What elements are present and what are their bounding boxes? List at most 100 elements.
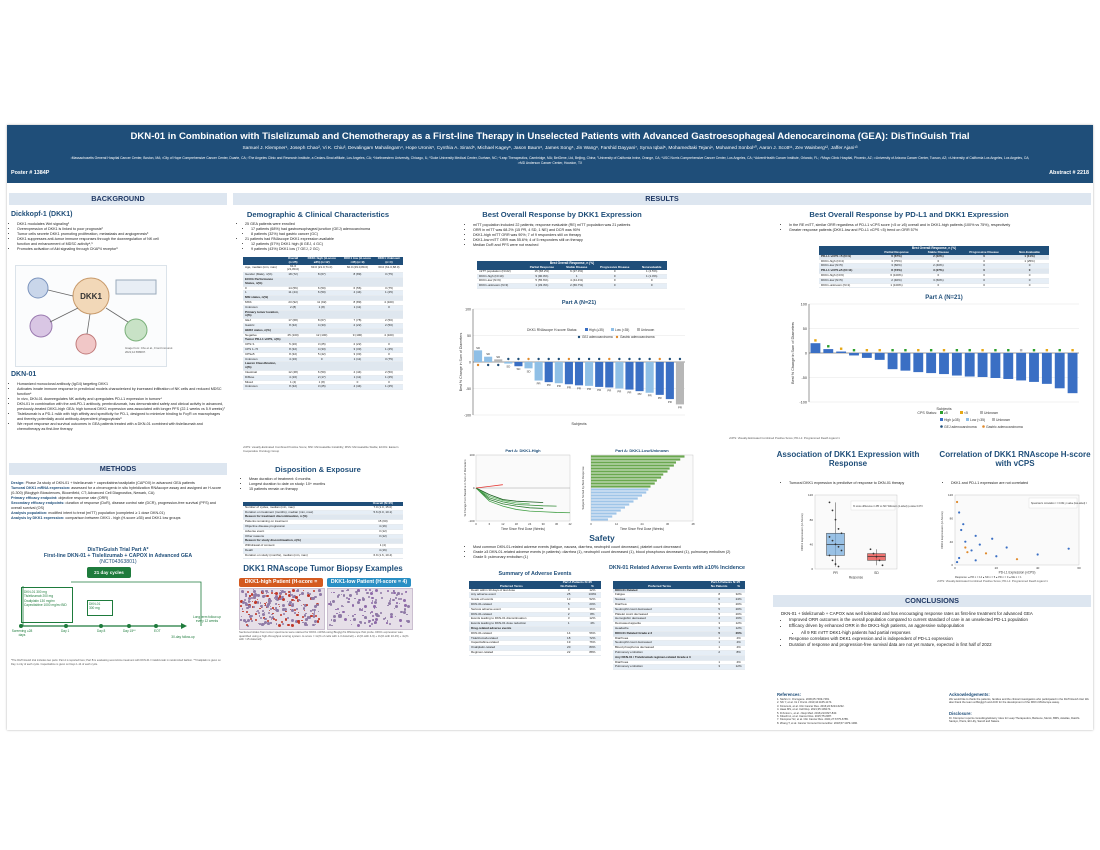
table-cell: 3 (75%) bbox=[874, 259, 919, 265]
x-axis-label: Response bbox=[849, 576, 864, 580]
table-cell: 4% bbox=[583, 621, 601, 627]
waterfall-bar bbox=[665, 362, 674, 400]
cps-marker bbox=[865, 349, 869, 352]
table-cell: Intestinal bbox=[243, 370, 283, 376]
ihc-stain-dot bbox=[352, 615, 355, 617]
ihc-stain-dot bbox=[271, 618, 273, 620]
x-tick-label: 40 bbox=[1036, 566, 1040, 570]
association-bullet: Tumoral DKK1 expression is predictive of… bbox=[789, 481, 933, 486]
swimmer-bar bbox=[591, 512, 617, 515]
ihc-stain-dot bbox=[298, 619, 300, 621]
table-header-cell bbox=[243, 502, 363, 506]
methods-label: Analysis population: bbox=[11, 511, 48, 515]
table-row: Nausea 6 24% bbox=[613, 597, 745, 603]
dkk1-low-tag: DKK1-low Patient (H-score = 4) bbox=[327, 578, 411, 587]
cps-marker bbox=[994, 349, 997, 352]
ihc-stain-dot bbox=[339, 612, 341, 614]
poster: DKN-01 in Combination with Tislelizumab … bbox=[7, 125, 1093, 730]
table-cell: 0 bbox=[593, 279, 637, 285]
table-cell: Primary tumor location, n(%) bbox=[243, 310, 283, 320]
scatter-point bbox=[974, 559, 977, 562]
ihc-stain-dot bbox=[354, 597, 356, 599]
ihc-stain-dot bbox=[244, 599, 247, 602]
ihc-stain-dot bbox=[265, 601, 267, 603]
table-cell bbox=[583, 626, 601, 632]
ihc-stain-dot bbox=[289, 591, 291, 593]
table-cell: DKK1-unknown (N=1) bbox=[819, 283, 875, 289]
response-legend: Response: ● PR n = 14 ● SD n = 5 ● PD n … bbox=[955, 575, 1022, 579]
swimmer-bar bbox=[591, 464, 674, 467]
box-point bbox=[840, 549, 843, 552]
waterfall-bar bbox=[494, 359, 503, 362]
table-cell: 32% bbox=[732, 593, 745, 599]
ihc-stain-dot bbox=[355, 591, 358, 594]
table-cell: Platelet count decreased bbox=[613, 612, 707, 618]
legend-marker bbox=[577, 335, 581, 339]
table-row: MSI status, n(%) bbox=[243, 295, 403, 301]
table-cell: 5 (42) bbox=[303, 352, 341, 358]
table-cell: 1 bbox=[243, 291, 283, 297]
ihc-stain-dot bbox=[401, 592, 404, 595]
box-point bbox=[881, 564, 884, 567]
ihc-stain-dot bbox=[268, 615, 272, 619]
waterfall-bar bbox=[574, 362, 584, 386]
ihc-stain-dot bbox=[254, 612, 257, 615]
ihc-stain-dot bbox=[240, 605, 242, 607]
demographics-heading: Demographic & Clinical Characteristics bbox=[246, 210, 390, 219]
spider-series-line bbox=[475, 484, 503, 489]
ae-summary-table: Part A Patients N=25 Preferred Terms No Pa… bbox=[469, 580, 601, 656]
scatter-point bbox=[984, 552, 988, 555]
legend-label: Gastric adenocarcinoma bbox=[620, 335, 655, 339]
table-header-cell: Progressive Disease bbox=[593, 265, 637, 270]
references-heading: References: bbox=[777, 692, 801, 697]
table-row: Diarrhoea 1 4% bbox=[613, 660, 745, 666]
table-cell: 8 (32) bbox=[282, 347, 304, 353]
ihc-stain-dot bbox=[307, 616, 312, 620]
swimmer-bar bbox=[591, 494, 642, 497]
box-point bbox=[837, 565, 840, 568]
ihc-stain-dot bbox=[394, 607, 396, 609]
ihc-stain-dot bbox=[252, 606, 255, 609]
ihc-stain-dot bbox=[289, 594, 292, 596]
cps-marker bbox=[1032, 349, 1036, 352]
dkn01-bullets: Humanized monoclonal antibody (IgG4) tar… bbox=[11, 382, 225, 432]
table-cell: CPS≥5 bbox=[243, 352, 283, 358]
table-cell: 72% bbox=[583, 636, 601, 642]
ihc-stain-dot bbox=[303, 609, 306, 611]
table-row: mITT population (N=22) 15 (68.2%) 6 (27.3%… bbox=[477, 269, 667, 275]
bar-response-label: PR bbox=[567, 385, 571, 389]
table-cell: 1 (25) bbox=[374, 375, 403, 381]
table-cell: 0 bbox=[958, 264, 1011, 270]
ihc-stain-dot bbox=[264, 622, 267, 624]
table-cell: 5 bbox=[706, 612, 733, 618]
table-row: HER2 status, n(%) bbox=[243, 328, 403, 334]
timeline-labels: Screening ≤28 days Day 1 Day 8 Day 15** … bbox=[11, 615, 225, 655]
table-cell: 1 (4) bbox=[362, 543, 403, 549]
table-row: Decreased appetite 3 12% bbox=[613, 621, 745, 627]
waterfall-bar bbox=[1029, 353, 1039, 382]
table-cell: 19 bbox=[553, 641, 584, 647]
table-cell: Blood phosphorus decreased bbox=[613, 645, 707, 651]
table-cell: 0 bbox=[340, 380, 375, 386]
table-cell: 16% bbox=[732, 617, 745, 623]
table-cell: 0 bbox=[1010, 264, 1049, 270]
ihc-stain-dot bbox=[289, 608, 292, 611]
ihc-stain-dot bbox=[398, 603, 401, 605]
legend-swatch bbox=[966, 418, 969, 421]
table-header-cell bbox=[819, 251, 875, 255]
table-cell: 8 (32) bbox=[282, 384, 304, 391]
ihc-stain-dot bbox=[281, 621, 284, 624]
bar-response-label: SD bbox=[516, 367, 520, 371]
table-cell: 1 (25) bbox=[374, 291, 403, 297]
table-cell: 12% bbox=[732, 621, 745, 627]
table-row: DKK1-high (N=10) 9 (90.0%) 1 0 1 (1.0%) bbox=[477, 274, 667, 280]
ihc-stain-dot bbox=[288, 601, 292, 605]
ihc-stain-dot bbox=[358, 608, 362, 612]
table-cell: 1 bbox=[553, 621, 584, 627]
box-point bbox=[834, 543, 837, 546]
table-cell: 1 (11%) bbox=[1010, 254, 1049, 260]
x-tick-label: 12 bbox=[615, 522, 619, 526]
waterfall-bar bbox=[849, 353, 859, 356]
ihc-stain-dot bbox=[268, 591, 270, 594]
waterfall-bar bbox=[990, 353, 1001, 378]
